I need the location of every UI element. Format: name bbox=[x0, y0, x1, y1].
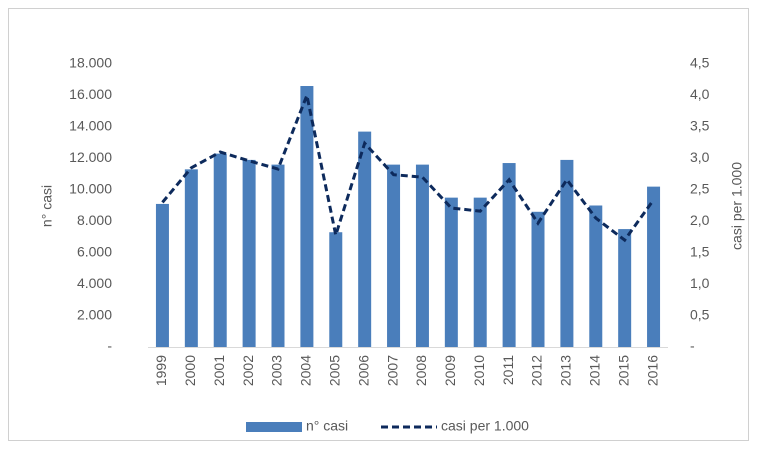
x-tick-label: 2016 bbox=[644, 355, 660, 386]
y2-tick-label: 2,5 bbox=[690, 180, 710, 196]
y2-axis-title: casi per 1.000 bbox=[729, 162, 745, 250]
bar bbox=[242, 159, 256, 347]
x-tick-label: 2005 bbox=[326, 355, 342, 386]
bar bbox=[560, 159, 574, 347]
y2-tick-label: 4,5 bbox=[690, 55, 710, 71]
legend-label: casi per 1.000 bbox=[441, 418, 529, 434]
x-tick-label: 2012 bbox=[529, 355, 545, 386]
y2-tick-label: - bbox=[690, 338, 695, 354]
y-tick-label: 6.000 bbox=[77, 243, 112, 259]
x-tick-label: 2008 bbox=[413, 355, 429, 386]
bar bbox=[444, 197, 458, 347]
y-tick-label: 4.000 bbox=[77, 275, 112, 291]
y2-tick-label: 2,0 bbox=[690, 212, 710, 228]
x-tick-label: 2000 bbox=[182, 355, 198, 386]
y2-tick-label: 3,5 bbox=[690, 118, 710, 134]
x-tick-label: 2007 bbox=[384, 355, 400, 386]
y-tick-label: 2.000 bbox=[77, 306, 112, 322]
line bbox=[161, 90, 655, 243]
chart-frame bbox=[8, 8, 749, 441]
y-tick-label: 18.000 bbox=[69, 55, 112, 71]
y2-tick-label: 0,5 bbox=[690, 306, 710, 322]
y-tick-label: - bbox=[107, 338, 112, 354]
legend-swatch bbox=[246, 422, 302, 432]
bar bbox=[184, 169, 198, 347]
bar bbox=[300, 86, 314, 347]
y-axis-title: n° casi bbox=[39, 185, 55, 227]
bar bbox=[271, 164, 285, 347]
y-tick-label: 14.000 bbox=[69, 118, 112, 134]
y-tick-label: 10.000 bbox=[69, 180, 112, 196]
bar bbox=[502, 163, 516, 347]
y-tick-label: 12.000 bbox=[69, 149, 112, 165]
bar bbox=[387, 164, 401, 347]
y2-tick-label: 1,0 bbox=[690, 275, 710, 291]
y2-tick-label: 3,0 bbox=[690, 149, 710, 165]
bar bbox=[213, 153, 227, 347]
x-tick-label: 2015 bbox=[615, 355, 631, 386]
bar bbox=[647, 186, 661, 347]
bar bbox=[473, 197, 487, 347]
bar bbox=[415, 164, 429, 347]
x-tick-label: 2006 bbox=[355, 355, 371, 386]
y2-tick-label: 4,0 bbox=[690, 86, 710, 102]
x-tick-label: 2001 bbox=[211, 355, 227, 386]
y2-tick-label: 1,5 bbox=[690, 243, 710, 259]
x-tick-label: 2013 bbox=[558, 355, 574, 386]
x-tick-label: 2002 bbox=[240, 355, 256, 386]
bar bbox=[155, 203, 169, 347]
bar bbox=[358, 131, 372, 347]
x-tick-label: 2003 bbox=[269, 355, 285, 386]
x-tick-label: 2014 bbox=[586, 355, 602, 386]
x-tick-label: 1999 bbox=[153, 355, 169, 386]
x-tick-label: 2009 bbox=[442, 355, 458, 386]
y-tick-label: 16.000 bbox=[69, 86, 112, 102]
legend-label: n° casi bbox=[306, 418, 348, 434]
bar bbox=[589, 205, 603, 347]
x-tick-label: 2010 bbox=[471, 355, 487, 386]
x-tick-label: 2011 bbox=[500, 355, 516, 385]
x-tick-label: 2004 bbox=[298, 355, 314, 386]
bar bbox=[531, 211, 545, 347]
bar bbox=[618, 229, 632, 347]
bar bbox=[329, 232, 343, 347]
y-tick-label: 8.000 bbox=[77, 212, 112, 228]
